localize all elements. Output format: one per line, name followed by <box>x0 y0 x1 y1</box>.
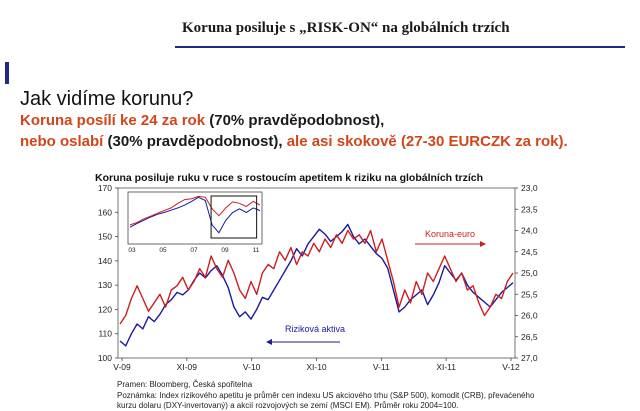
forecast-strengthen: Koruna posílí ke 24 za rok <box>20 112 206 129</box>
left-tick-label: 100 <box>98 353 112 363</box>
right-tick-label: 25,0 <box>521 268 538 278</box>
right-tick-label: 27,0 <box>521 353 538 363</box>
forecast-weaken: nebo oslabí <box>20 133 104 150</box>
x-tick-label: V-10 <box>243 362 261 372</box>
right-tick-label: 23,5 <box>521 204 538 214</box>
legend-riziko-arrowhead <box>266 339 272 345</box>
x-tick-label: XI-09 <box>177 362 198 372</box>
right-tick-label: 24,0 <box>521 226 538 236</box>
inset-series-line <box>129 196 261 234</box>
left-tick-label: 160 <box>98 207 112 217</box>
page-title: Koruna posiluje s „RISK-ON“ na globálníc… <box>182 20 510 36</box>
inset-x-tick-label: 05 <box>159 247 167 254</box>
right-tick-label: 26,0 <box>521 311 538 321</box>
forecast-prob-70: (70% pravděpodobnost), <box>205 112 385 129</box>
legend-riziko-label: Riziková aktiva <box>285 324 345 334</box>
inset-frame <box>127 191 263 245</box>
x-tick-label: V-12 <box>502 362 520 372</box>
inset-x-tick-label: 07 <box>190 247 198 254</box>
slide-subtitle: Jak vidíme korunu? <box>20 88 194 110</box>
left-tick-label: 140 <box>98 256 112 266</box>
x-tick-label: XI-10 <box>306 362 327 372</box>
x-tick-label: V-11 <box>373 362 390 372</box>
left-tick-label: 110 <box>98 329 112 339</box>
forecast-prob-30: (30% pravděpodobnost), <box>103 133 283 150</box>
inset-series-line <box>129 195 261 226</box>
inset-x-tick-label: 09 <box>221 247 229 254</box>
forecast-line-1: Koruna posílí ke 24 za rok (70% pravděpo… <box>20 112 384 129</box>
forecast-jump: ale asi skokově (27-30 EURCZK za rok). <box>282 133 568 150</box>
inset-x-tick-label: 11 <box>253 247 260 254</box>
legend-koruna-arrowhead <box>480 241 486 247</box>
forecast-line-2: nebo oslabí (30% pravděpodobnost), ale a… <box>20 133 568 150</box>
right-tick-label: 25,5 <box>521 289 538 299</box>
header-divider <box>175 46 625 48</box>
right-tick-label: 23,0 <box>521 183 538 193</box>
series-line-koruna <box>119 229 514 325</box>
left-tick-label: 120 <box>98 304 112 314</box>
left-tick-label: 170 <box>98 183 112 193</box>
series-line-riziko <box>119 223 514 347</box>
x-tick-label: V-09 <box>113 362 131 372</box>
inset-zoom-box <box>210 195 258 239</box>
chart-source: Pramen: Bloomberg, Česká spořitelna <box>117 380 253 389</box>
right-tick-label: 26,5 <box>521 332 538 342</box>
chart-title: Koruna posiluje ruku v ruce s rostoucím … <box>95 172 483 184</box>
chart-note: Poznámka: Index rizikového apetitu je pr… <box>117 391 535 410</box>
left-tick-label: 130 <box>98 280 112 290</box>
legend-koruna-label: Koruna-euro <box>425 229 475 239</box>
inset-x-tick-label: 03 <box>128 247 136 254</box>
x-tick-label: XI-11 <box>436 362 456 372</box>
right-tick-label: 24,5 <box>521 247 538 257</box>
left-tick-label: 150 <box>98 232 112 242</box>
accent-bar <box>5 62 9 84</box>
